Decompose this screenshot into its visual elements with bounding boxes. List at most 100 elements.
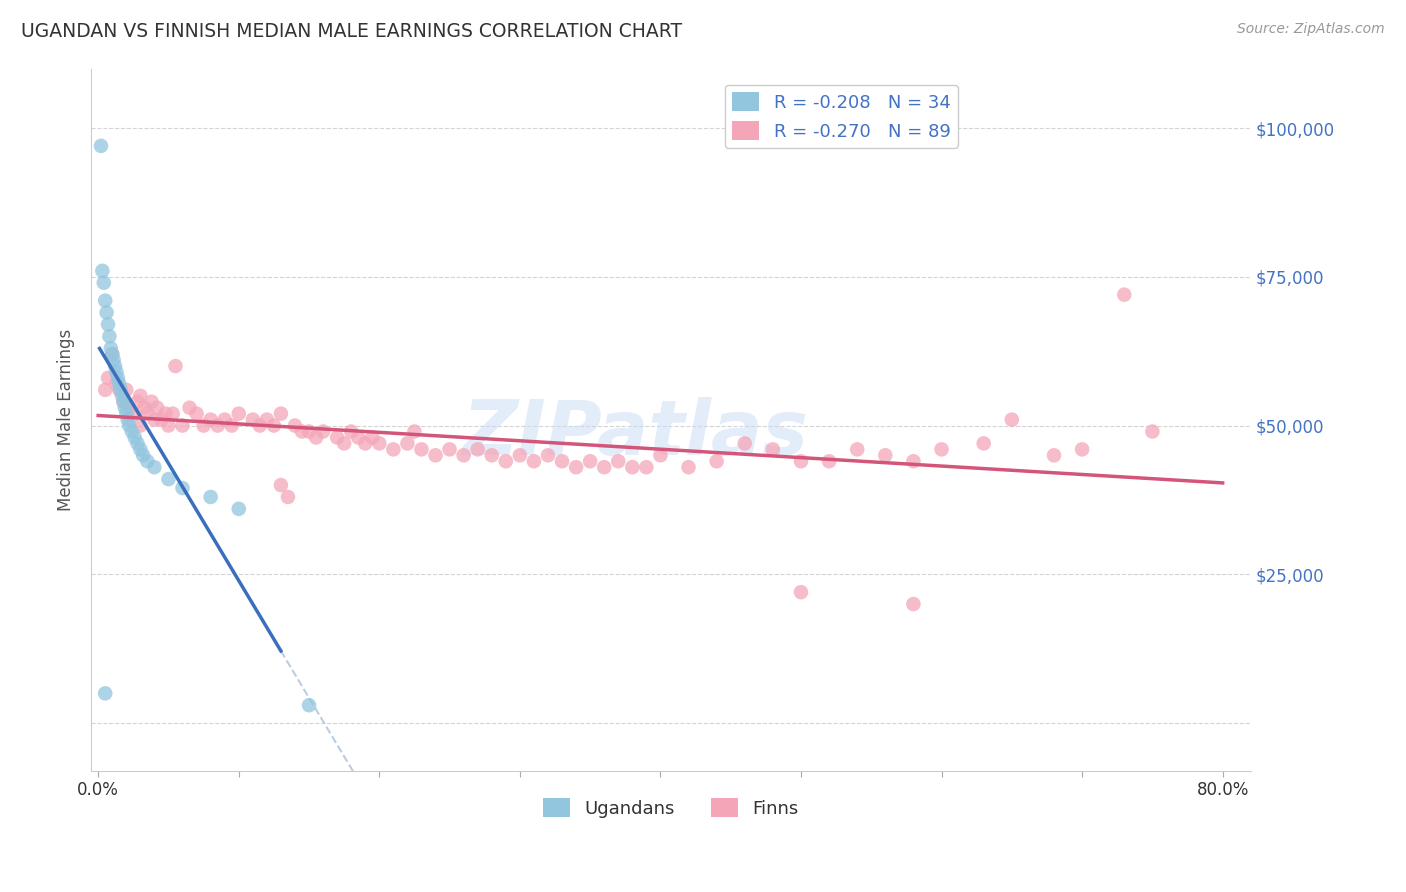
Point: [172, 418, 194, 433]
Point: [121, 425, 143, 439]
Point: [347, 430, 370, 444]
Point: [162, 407, 184, 421]
Point: [706, 454, 728, 468]
Point: [277, 490, 299, 504]
Point: [270, 478, 292, 492]
Point: [129, 442, 152, 457]
Point: [104, 359, 127, 373]
Point: [790, 454, 813, 468]
Point: [326, 430, 349, 444]
Point: [467, 442, 489, 457]
Point: [127, 436, 149, 450]
Point: [136, 407, 159, 421]
Point: [100, 341, 122, 355]
Point: [93, 276, 115, 290]
Point: [734, 436, 756, 450]
Point: [107, 371, 129, 385]
Point: [382, 442, 405, 457]
Point: [1114, 287, 1136, 301]
Point: [124, 430, 146, 444]
Point: [1071, 442, 1094, 457]
Point: [846, 442, 869, 457]
Point: [305, 430, 328, 444]
Point: [593, 460, 616, 475]
Point: [1142, 425, 1164, 439]
Point: [112, 394, 135, 409]
Point: [91, 264, 114, 278]
Point: [101, 347, 124, 361]
Point: [200, 490, 222, 504]
Point: [134, 401, 156, 415]
Point: [875, 448, 897, 462]
Point: [425, 448, 447, 462]
Point: [136, 454, 159, 468]
Point: [762, 442, 785, 457]
Point: [495, 454, 517, 468]
Text: UGANDAN VS FINNISH MEDIAN MALE EARNINGS CORRELATION CHART: UGANDAN VS FINNISH MEDIAN MALE EARNINGS …: [21, 22, 682, 41]
Point: [150, 412, 173, 426]
Point: [396, 436, 419, 450]
Point: [110, 383, 132, 397]
Point: [270, 407, 292, 421]
Point: [186, 407, 208, 421]
Point: [411, 442, 433, 457]
Point: [636, 460, 658, 475]
Point: [221, 418, 243, 433]
Point: [607, 454, 630, 468]
Point: [97, 371, 120, 385]
Point: [94, 686, 117, 700]
Point: [141, 394, 163, 409]
Legend: Ugandans, Finns: Ugandans, Finns: [536, 790, 806, 825]
Point: [143, 460, 166, 475]
Point: [146, 401, 169, 415]
Point: [118, 418, 141, 433]
Point: [242, 412, 264, 426]
Text: ZIPatlas: ZIPatlas: [463, 397, 810, 471]
Point: [90, 139, 112, 153]
Point: [551, 454, 574, 468]
Point: [122, 407, 145, 421]
Point: [509, 448, 531, 462]
Point: [117, 412, 139, 426]
Point: [818, 454, 841, 468]
Point: [537, 448, 560, 462]
Point: [453, 448, 475, 462]
Point: [678, 460, 700, 475]
Point: [96, 305, 118, 319]
Point: [256, 412, 278, 426]
Point: [115, 383, 138, 397]
Point: [312, 425, 335, 439]
Point: [103, 353, 125, 368]
Point: [228, 407, 250, 421]
Point: [368, 436, 391, 450]
Point: [179, 401, 201, 415]
Point: [1043, 448, 1066, 462]
Point: [650, 448, 672, 462]
Point: [98, 329, 121, 343]
Point: [155, 407, 177, 421]
Point: [439, 442, 461, 457]
Point: [129, 418, 152, 433]
Text: Source: ZipAtlas.com: Source: ZipAtlas.com: [1237, 22, 1385, 37]
Point: [132, 448, 155, 462]
Point: [340, 425, 363, 439]
Point: [193, 418, 215, 433]
Point: [105, 365, 128, 379]
Point: [298, 425, 321, 439]
Point: [523, 454, 546, 468]
Point: [214, 412, 236, 426]
Point: [94, 383, 117, 397]
Point: [157, 418, 180, 433]
Point: [291, 425, 314, 439]
Point: [621, 460, 644, 475]
Point: [263, 418, 285, 433]
Point: [127, 394, 149, 409]
Point: [973, 436, 995, 450]
Point: [931, 442, 953, 457]
Point: [118, 401, 141, 415]
Point: [157, 472, 180, 486]
Point: [333, 436, 356, 450]
Point: [249, 418, 271, 433]
Point: [111, 389, 134, 403]
Point: [298, 698, 321, 713]
